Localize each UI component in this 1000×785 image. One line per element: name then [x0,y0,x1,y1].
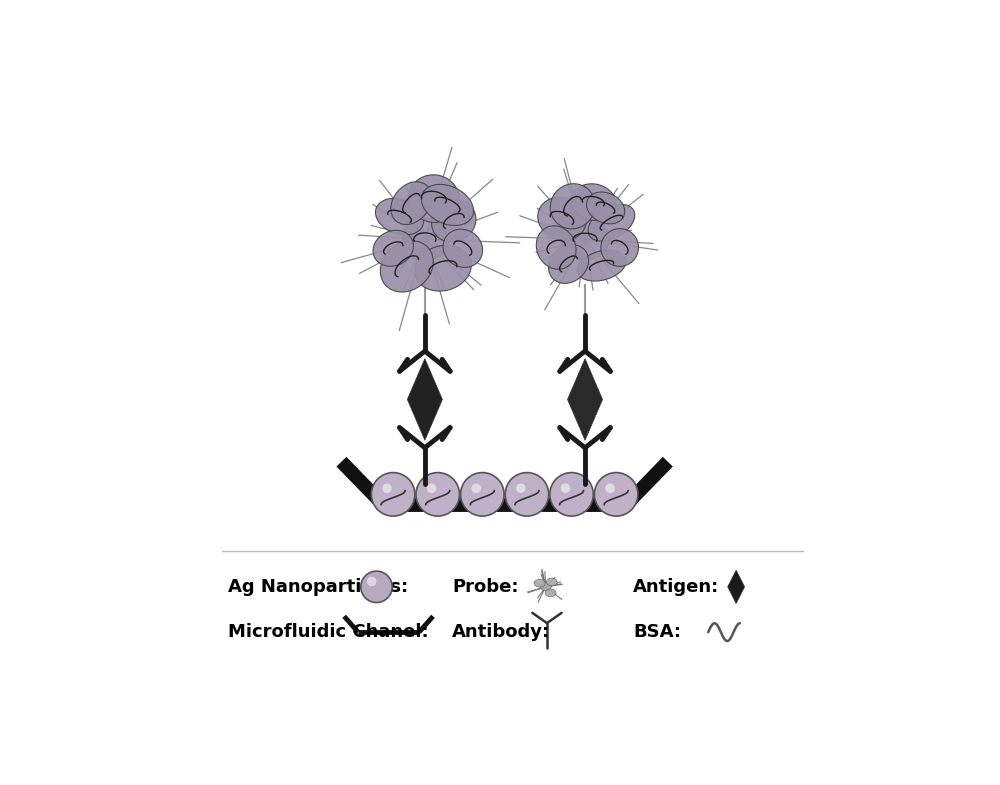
Text: Microfluidic Chanel:: Microfluidic Chanel: [228,623,429,641]
Circle shape [471,484,481,493]
Circle shape [516,484,526,493]
Ellipse shape [549,245,589,283]
Text: Probe:: Probe: [452,578,519,596]
Ellipse shape [391,182,432,225]
Ellipse shape [577,250,626,281]
Text: Antigen:: Antigen: [633,578,720,596]
Text: Ag Nanoparticles:: Ag Nanoparticles: [228,578,409,596]
Ellipse shape [538,197,586,240]
Ellipse shape [409,175,459,222]
Ellipse shape [561,219,609,260]
Ellipse shape [534,579,545,587]
Ellipse shape [571,184,616,221]
Ellipse shape [432,200,476,242]
Ellipse shape [550,184,595,229]
Polygon shape [568,359,603,440]
Ellipse shape [415,245,471,291]
Circle shape [461,473,504,516]
Circle shape [427,484,436,493]
Ellipse shape [588,204,635,241]
Ellipse shape [540,583,551,591]
Circle shape [561,484,570,493]
Ellipse shape [373,230,413,266]
Text: Antibody:: Antibody: [452,623,550,641]
Ellipse shape [380,241,433,292]
Circle shape [550,473,593,516]
Ellipse shape [601,228,639,266]
Circle shape [416,473,459,516]
Circle shape [605,484,615,493]
Ellipse shape [421,184,474,225]
Ellipse shape [375,199,424,235]
Ellipse shape [587,192,625,224]
Circle shape [371,473,415,516]
Circle shape [594,473,638,516]
Ellipse shape [403,217,447,261]
Ellipse shape [546,578,557,586]
Text: BSA:: BSA: [633,623,681,641]
Ellipse shape [545,589,556,597]
Polygon shape [728,570,745,604]
Ellipse shape [536,226,576,269]
Circle shape [361,571,392,603]
Ellipse shape [443,229,483,268]
Circle shape [382,484,392,493]
Polygon shape [407,359,442,440]
Circle shape [367,576,376,586]
Circle shape [505,473,549,516]
